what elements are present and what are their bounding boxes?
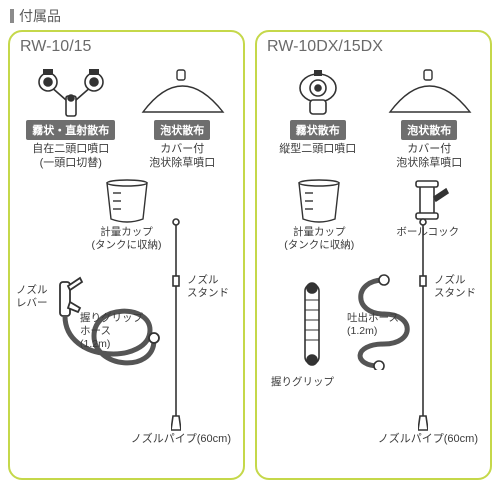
cup-label: 計量カップ <box>18 226 235 239</box>
top-col-mist: 霧状散布 縦型二頭口噴口 <box>265 62 371 171</box>
top-col-foam: 泡状散布 カバー付 泡状除草噴口 <box>130 62 236 171</box>
grip-hose-label: 握りグリップ ホース (1.2m) <box>80 312 143 351</box>
panel-rw1015: RW-10/15 <box>8 30 245 480</box>
desc: 自在二頭口噴口 <box>18 142 124 156</box>
desc: カバー付 <box>130 142 236 156</box>
chip-foam: 泡状散布 <box>154 120 210 140</box>
pipe-label: ノズルパイプ(60cm) <box>131 430 231 446</box>
foam-cover-icon <box>377 62 483 118</box>
nozzle-lever-label: ノズル レバー <box>16 284 48 310</box>
foam-cover-icon <box>130 62 236 118</box>
cup-block: 計量カップ (タンクに収納) <box>18 179 235 252</box>
vertical-dual-nozzle-icon <box>265 62 371 118</box>
cup-block: 計量カップ (タンクに収納) <box>265 179 374 252</box>
nozzle-stand-icon <box>171 216 181 434</box>
cup-label2: (タンクに収納) <box>18 239 235 252</box>
chip-mist-direct: 霧状・直射散布 <box>26 120 115 140</box>
top-row: 霧状・直射散布 自在二頭口噴口 (一頭口切替) 泡状散布 カバー付 泡状除草噴口 <box>18 62 235 171</box>
chip-mist: 霧状散布 <box>290 120 346 140</box>
hose-label: 吐出ホース (1.2m) <box>347 312 399 338</box>
desc: (一頭口切替) <box>18 156 124 170</box>
desc: 泡状除草噴口 <box>130 156 236 170</box>
section-title-text: 付属品 <box>19 8 61 24</box>
desc: 縦型二頭口噴口 <box>265 142 371 156</box>
section-title: 付属品 <box>0 0 500 30</box>
cup-label: 計量カップ <box>265 226 374 239</box>
cup-icon <box>293 179 345 223</box>
top-col-mist: 霧状・直射散布 自在二頭口噴口 (一頭口切替) <box>18 62 124 171</box>
lower-area: ノズル スタンド ノズル レバー 握りグリップ ホース (1.2m) ノ <box>18 256 235 446</box>
panels-container: RW-10/15 <box>0 30 500 480</box>
pipe-label: ノズルパイプ(60cm) <box>378 430 478 446</box>
mid-row: 計量カップ (タンクに収納) ボールコック <box>265 179 482 252</box>
grip-icon <box>297 280 327 370</box>
top-row: 霧状散布 縦型二頭口噴口 泡状散布 カバー付 泡状除草噴口 <box>265 62 482 171</box>
nozzle-stand-icon <box>418 216 428 434</box>
desc: 泡状除草噴口 <box>377 156 483 170</box>
panel-title: RW-10DX/15DX <box>267 38 482 56</box>
lower-area: ノズル スタンド 握りグリップ <box>265 256 482 446</box>
panel-rw10dx: RW-10DX/15DX 霧状散布 縦型二頭口噴口 <box>255 30 492 480</box>
desc: カバー付 <box>377 142 483 156</box>
cup-label2: (タンクに収納) <box>265 239 374 252</box>
nozzle-stand-label: ノズル スタンド <box>187 274 229 300</box>
panel-title: RW-10/15 <box>20 38 235 56</box>
nozzle-stand-label: ノズル スタンド <box>434 274 476 300</box>
cup-icon <box>101 179 153 223</box>
top-col-foam: 泡状散布 カバー付 泡状除草噴口 <box>377 62 483 171</box>
dual-nozzle-icon <box>18 62 124 118</box>
chip-foam: 泡状散布 <box>401 120 457 140</box>
title-bar <box>10 9 14 23</box>
grip-label: 握りグリップ <box>271 376 334 389</box>
